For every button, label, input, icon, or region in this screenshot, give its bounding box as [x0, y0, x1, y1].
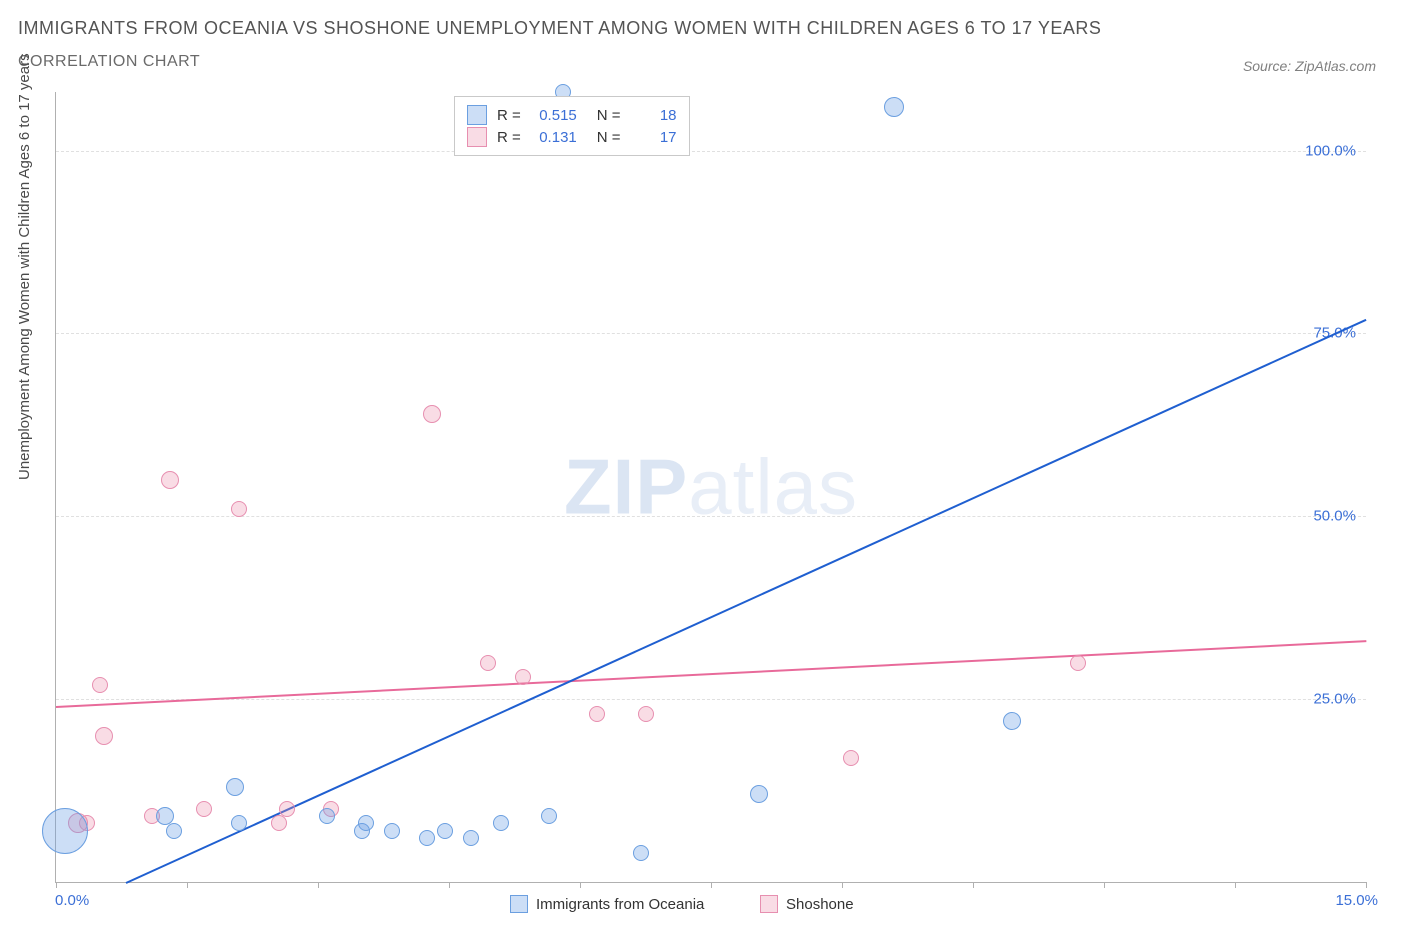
scatter-plot-area: ZIPatlas 25.0%50.0%75.0%100.0%: [55, 92, 1366, 883]
pink-data-point: [271, 815, 287, 831]
blue-data-point: [319, 808, 335, 824]
legend-label: Immigrants from Oceania: [536, 896, 704, 913]
legend-item-pink: Shoshone: [760, 895, 854, 913]
chart-subtitle: CORRELATION CHART: [18, 53, 1101, 71]
pink-data-point: [279, 801, 295, 817]
blue-data-point: [884, 97, 904, 117]
legend-label: Shoshone: [786, 896, 854, 913]
gridline: [56, 151, 1366, 152]
y-tick-label: 50.0%: [1313, 508, 1356, 525]
r-label: R =: [497, 129, 521, 146]
pink-data-point: [161, 471, 179, 489]
pink-swatch: [467, 127, 487, 147]
stats-row-blue: R = 0.515 N = 18: [467, 105, 677, 125]
pink-data-point: [1070, 655, 1086, 671]
correlation-stats-box: R = 0.515 N = 18 R = 0.131 N = 17: [454, 96, 690, 156]
blue-data-point: [358, 815, 374, 831]
x-tick: [318, 882, 319, 888]
x-tick: [1104, 882, 1105, 888]
y-tick-label: 100.0%: [1305, 142, 1356, 159]
x-tick: [580, 882, 581, 888]
r-value: 0.515: [531, 107, 577, 124]
blue-data-point: [493, 815, 509, 831]
x-tick: [56, 882, 57, 888]
chart-title: IMMIGRANTS FROM OCEANIA VS SHOSHONE UNEM…: [18, 18, 1101, 39]
gridline: [56, 516, 1366, 517]
blue-data-point: [384, 823, 400, 839]
x-tick: [449, 882, 450, 888]
blue-swatch: [467, 105, 487, 125]
blue-data-point: [226, 778, 244, 796]
r-value: 0.131: [531, 129, 577, 146]
gridline: [56, 699, 1366, 700]
source-attribution: Source: ZipAtlas.com: [1243, 58, 1376, 74]
blue-data-point: [231, 815, 247, 831]
blue-data-point: [166, 823, 182, 839]
pink-data-point: [480, 655, 496, 671]
pink-data-point: [95, 727, 113, 745]
x-end-label: 15.0%: [1335, 892, 1378, 909]
pink-data-point: [92, 677, 108, 693]
n-label: N =: [597, 107, 621, 124]
blue-data-point: [750, 785, 768, 803]
pink-data-point: [515, 669, 531, 685]
pink-data-point: [843, 750, 859, 766]
legend-item-blue: Immigrants from Oceania: [510, 895, 704, 913]
blue-data-point: [42, 808, 88, 854]
y-tick-label: 25.0%: [1313, 691, 1356, 708]
blue-data-point: [541, 808, 557, 824]
x-tick: [187, 882, 188, 888]
x-tick: [973, 882, 974, 888]
blue-data-point: [633, 845, 649, 861]
y-axis-title: Unemployment Among Women with Children A…: [16, 53, 33, 480]
pink-data-point: [638, 706, 654, 722]
blue-data-point: [419, 830, 435, 846]
blue-data-point: [437, 823, 453, 839]
pink-data-point: [589, 706, 605, 722]
blue-data-point: [1003, 712, 1021, 730]
gridline: [56, 333, 1366, 334]
x-tick: [1235, 882, 1236, 888]
blue-trendline: [125, 319, 1366, 884]
pink-legend-swatch: [760, 895, 778, 913]
n-value: 17: [631, 129, 677, 146]
stats-row-pink: R = 0.131 N = 17: [467, 127, 677, 147]
pink-data-point: [423, 405, 441, 423]
n-value: 18: [631, 107, 677, 124]
x-tick: [711, 882, 712, 888]
blue-legend-swatch: [510, 895, 528, 913]
pink-data-point: [196, 801, 212, 817]
x-tick: [1366, 882, 1367, 888]
blue-data-point: [463, 830, 479, 846]
x-origin-label: 0.0%: [55, 892, 89, 909]
r-label: R =: [497, 107, 521, 124]
watermark: ZIPatlas: [564, 442, 858, 533]
x-tick: [842, 882, 843, 888]
pink-data-point: [231, 501, 247, 517]
n-label: N =: [597, 129, 621, 146]
